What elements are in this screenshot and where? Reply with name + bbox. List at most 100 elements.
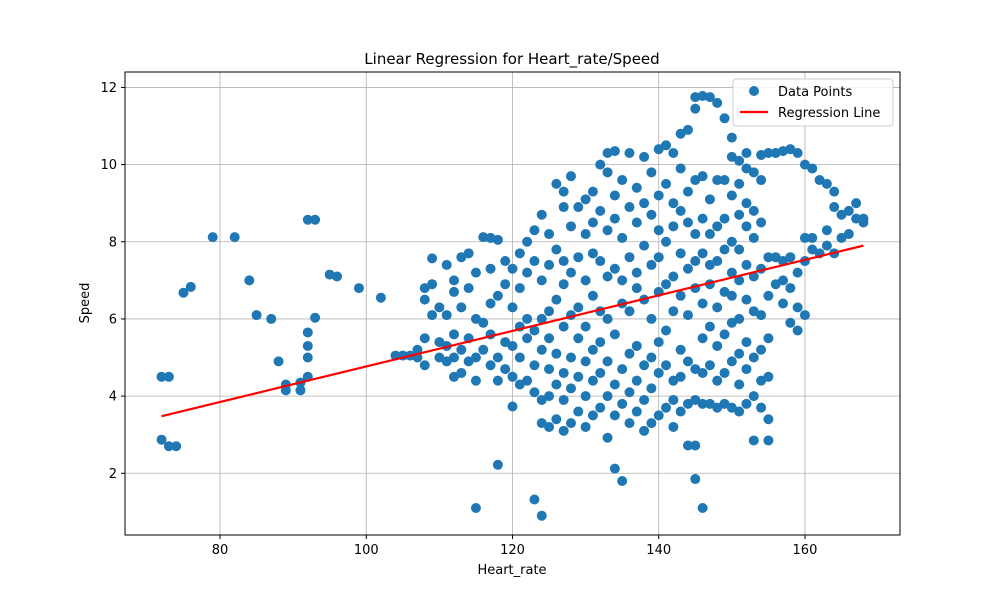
- data-point: [280, 385, 291, 396]
- data-point: [602, 391, 613, 402]
- data-point: [741, 364, 752, 375]
- data-point: [624, 348, 635, 359]
- data-point: [558, 425, 569, 436]
- data-point: [470, 267, 481, 278]
- data-point: [697, 171, 708, 182]
- data-point: [646, 313, 657, 324]
- data-point: [244, 275, 255, 286]
- data-point: [712, 97, 723, 108]
- data-point: [617, 398, 628, 409]
- data-point: [704, 321, 715, 332]
- data-point: [558, 186, 569, 197]
- data-point: [251, 310, 262, 321]
- data-point: [573, 406, 584, 417]
- data-point: [712, 221, 723, 232]
- data-point: [668, 271, 679, 282]
- data-point: [580, 321, 591, 332]
- data-point: [726, 290, 737, 301]
- data-point: [675, 248, 686, 259]
- data-point: [595, 205, 606, 216]
- data-point: [682, 186, 693, 197]
- data-point: [719, 113, 730, 124]
- data-point: [697, 248, 708, 259]
- data-point: [748, 232, 759, 243]
- data-point: [573, 252, 584, 263]
- data-point: [821, 178, 832, 189]
- data-point: [470, 502, 481, 513]
- data-point: [653, 410, 664, 421]
- data-point: [756, 402, 767, 413]
- data-point: [302, 214, 313, 225]
- data-point: [551, 414, 562, 425]
- data-point: [602, 271, 613, 282]
- x-tick-label: 140: [646, 543, 671, 558]
- data-point: [792, 267, 803, 278]
- data-point: [207, 232, 218, 243]
- data-point: [456, 344, 467, 355]
- data-point: [544, 333, 555, 344]
- data-point: [697, 398, 708, 409]
- data-point: [639, 360, 650, 371]
- data-point: [434, 302, 445, 313]
- data-point: [661, 402, 672, 413]
- data-point: [419, 294, 430, 305]
- data-point: [617, 475, 628, 486]
- data-point: [675, 406, 686, 417]
- data-point: [719, 175, 730, 186]
- data-point: [507, 263, 518, 274]
- data-point: [661, 360, 672, 371]
- data-point: [843, 229, 854, 240]
- x-tick-label: 80: [212, 543, 229, 558]
- data-point: [609, 463, 620, 474]
- data-point: [522, 333, 533, 344]
- legend-label-line: Regression Line: [778, 106, 880, 121]
- data-point: [273, 356, 284, 367]
- data-point: [639, 394, 650, 405]
- data-point: [785, 252, 796, 263]
- data-point: [478, 344, 489, 355]
- data-point: [631, 340, 642, 351]
- regression-line-layer: [161, 244, 864, 418]
- data-point: [529, 325, 540, 336]
- data-point: [741, 259, 752, 270]
- data-point: [507, 401, 518, 412]
- data-point: [617, 364, 628, 375]
- data-point: [163, 441, 174, 452]
- data-point: [682, 310, 693, 321]
- data-point: [668, 394, 679, 405]
- legend-marker-points: [749, 86, 759, 96]
- data-point: [741, 337, 752, 348]
- data-point: [565, 221, 576, 232]
- data-point: [609, 263, 620, 274]
- data-point: [792, 302, 803, 313]
- data-point: [302, 327, 313, 338]
- data-point: [492, 234, 503, 245]
- data-point: [682, 440, 693, 451]
- data-point: [609, 213, 620, 224]
- data-point: [514, 283, 525, 294]
- data-point: [163, 371, 174, 382]
- data-point: [587, 248, 598, 259]
- data-point: [631, 283, 642, 294]
- data-point: [500, 364, 511, 375]
- data-point: [763, 148, 774, 159]
- data-point: [682, 124, 693, 135]
- data-point: [522, 236, 533, 247]
- data-point: [785, 283, 796, 294]
- data-point: [529, 360, 540, 371]
- data-point: [734, 275, 745, 286]
- data-point: [653, 225, 664, 236]
- data-point: [427, 310, 438, 321]
- y-tick-label: 6: [109, 312, 117, 327]
- data-point: [587, 375, 598, 386]
- data-point: [675, 205, 686, 216]
- data-point: [536, 275, 547, 286]
- axis-ticks: 80 100 120 140 160 2 4 6 8 10 12: [100, 81, 817, 558]
- data-point: [653, 252, 664, 263]
- data-point: [441, 259, 452, 270]
- data-point: [565, 171, 576, 182]
- data-point: [580, 194, 591, 205]
- data-point: [741, 398, 752, 409]
- data-point: [544, 421, 555, 432]
